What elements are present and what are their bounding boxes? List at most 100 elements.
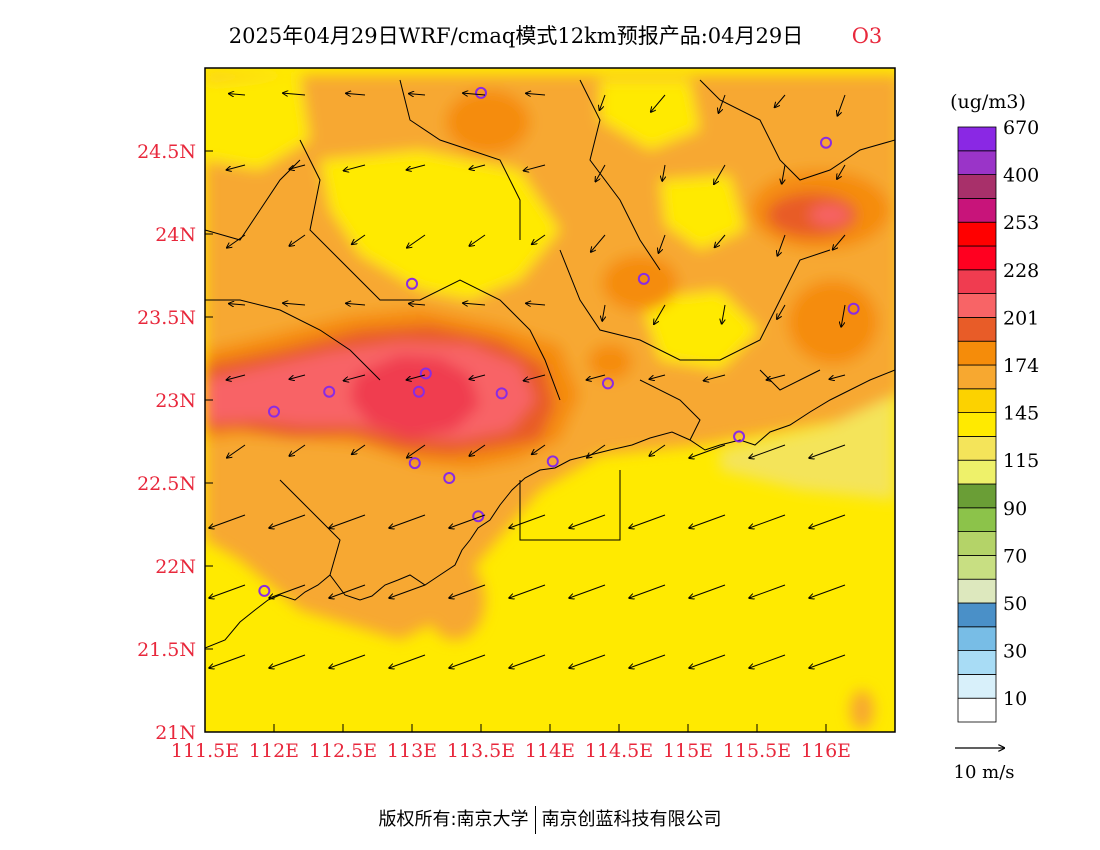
wind-arrow [749,584,786,598]
wind-arrow [526,93,546,95]
wind-arrow [809,654,846,668]
wind-arrow [209,654,246,668]
latitude-axis: 24.5N 24N 23.5N 23N 22.5N 22N 21.5N 21N [137,141,213,744]
colorbar-label: 201 [1003,307,1039,329]
wind-arrow [689,654,726,668]
colorbar-swatch [957,531,997,556]
colorbar-label: 174 [1003,355,1039,377]
wind-arrow [346,93,366,95]
station-marker [601,377,614,390]
station-marker [443,472,456,485]
wind-arrow [651,94,666,112]
wind-arrow [409,304,426,305]
wind-arrow [809,444,846,458]
wind-arrow [689,444,726,458]
lat-tick-label: 22.5N [137,473,196,495]
wind-arrow [407,374,426,380]
lon-tick-label: 112E [249,740,299,762]
wind-arrow [659,234,666,253]
wind-arrow [269,654,306,668]
colorbar-swatch [957,697,997,723]
colorbar-swatch [957,388,997,413]
colorbar-label: 115 [1003,450,1039,472]
wind-arrow [470,164,486,169]
o3-concentration-field [205,68,895,732]
wind-arrow [407,164,426,170]
station-marker [408,457,421,470]
wind-arrow [532,234,546,244]
wind-arrow [662,164,665,181]
wind-arrow [654,304,666,324]
wind-arrow [463,93,486,95]
colorbar-swatch [957,197,997,223]
lon-tick-label: 114.5E [585,740,653,762]
wind-arrow [352,444,366,454]
colorbar-swatch [957,435,997,461]
boundary-lines [205,79,895,649]
wind-arrow [269,514,306,528]
lat-tick-label: 21N [155,722,196,744]
station-marker [472,510,485,523]
wind-arrow [837,164,846,179]
wind-arrow [389,584,426,598]
longitude-axis: 111.5E 112E 112.5E 113E 113.5E 114E 114.5E 115E… [171,724,851,762]
wind-arrow [269,584,306,598]
wind-arrow [470,374,486,379]
station-marker [419,367,432,380]
colorbar-swatch [957,364,997,390]
wind-arrow [346,303,366,305]
wind-arrow [837,94,846,116]
station-marker [820,136,832,149]
wind-arrow [600,94,606,110]
wind-arrow [719,94,726,113]
wind-arrow [629,584,666,598]
wind-arrow [289,444,306,456]
colorbar-label: 30 [1003,641,1027,663]
colorbar-label: 10 [1003,688,1027,710]
wind-arrow [629,654,666,668]
wind-arrow [569,514,606,528]
colorbar-swatch [957,245,997,271]
wind-arrow [833,234,846,250]
wind-arrow [469,444,486,456]
colorbar-swatch [957,293,997,318]
lon-tick-label: 115E [663,740,713,762]
colorbar-label: 400 [1003,165,1039,187]
colorbar-swatch [957,269,997,294]
wind-arrow [649,444,666,456]
lat-tick-label: 21.5N [137,639,196,661]
wind-arrow [704,374,726,381]
lat-tick-label: 23.5N [137,307,196,329]
wind-arrow [290,164,306,169]
wind-arrow [629,514,666,528]
colorbar-unit: (ug/m3) [950,91,1026,113]
colorbar-label: 90 [1003,498,1027,520]
wind-arrow [569,584,606,598]
wind-arrow [596,164,606,181]
colorbar-label: 145 [1003,403,1039,425]
wind-arrow [509,514,546,528]
colorbar-swatch [957,412,997,437]
wind-arrow [409,94,426,95]
wind-arrow [449,654,486,668]
station-marker [637,272,650,285]
wind-arrow [289,234,306,246]
lon-tick-label: 116E [801,740,851,762]
lat-tick-label: 24N [155,224,196,246]
wind-arrow [830,374,846,379]
wind-arrow [344,164,366,171]
wind-arrow [469,234,486,246]
wind-arrow [715,234,726,247]
wind-arrow [689,584,726,598]
colorbar-swatch [957,459,997,485]
colorbar-swatch [957,650,997,675]
wind-arrow [587,374,606,380]
wind-arrow [524,374,546,381]
wind-arrow [509,584,546,598]
wind-arrow [532,444,546,454]
wind-arrow [227,234,246,248]
wind-arrow [777,304,786,319]
wind-arrow [749,444,786,458]
lon-tick-label: 112.5E [309,740,377,762]
wind-arrow [449,584,486,598]
